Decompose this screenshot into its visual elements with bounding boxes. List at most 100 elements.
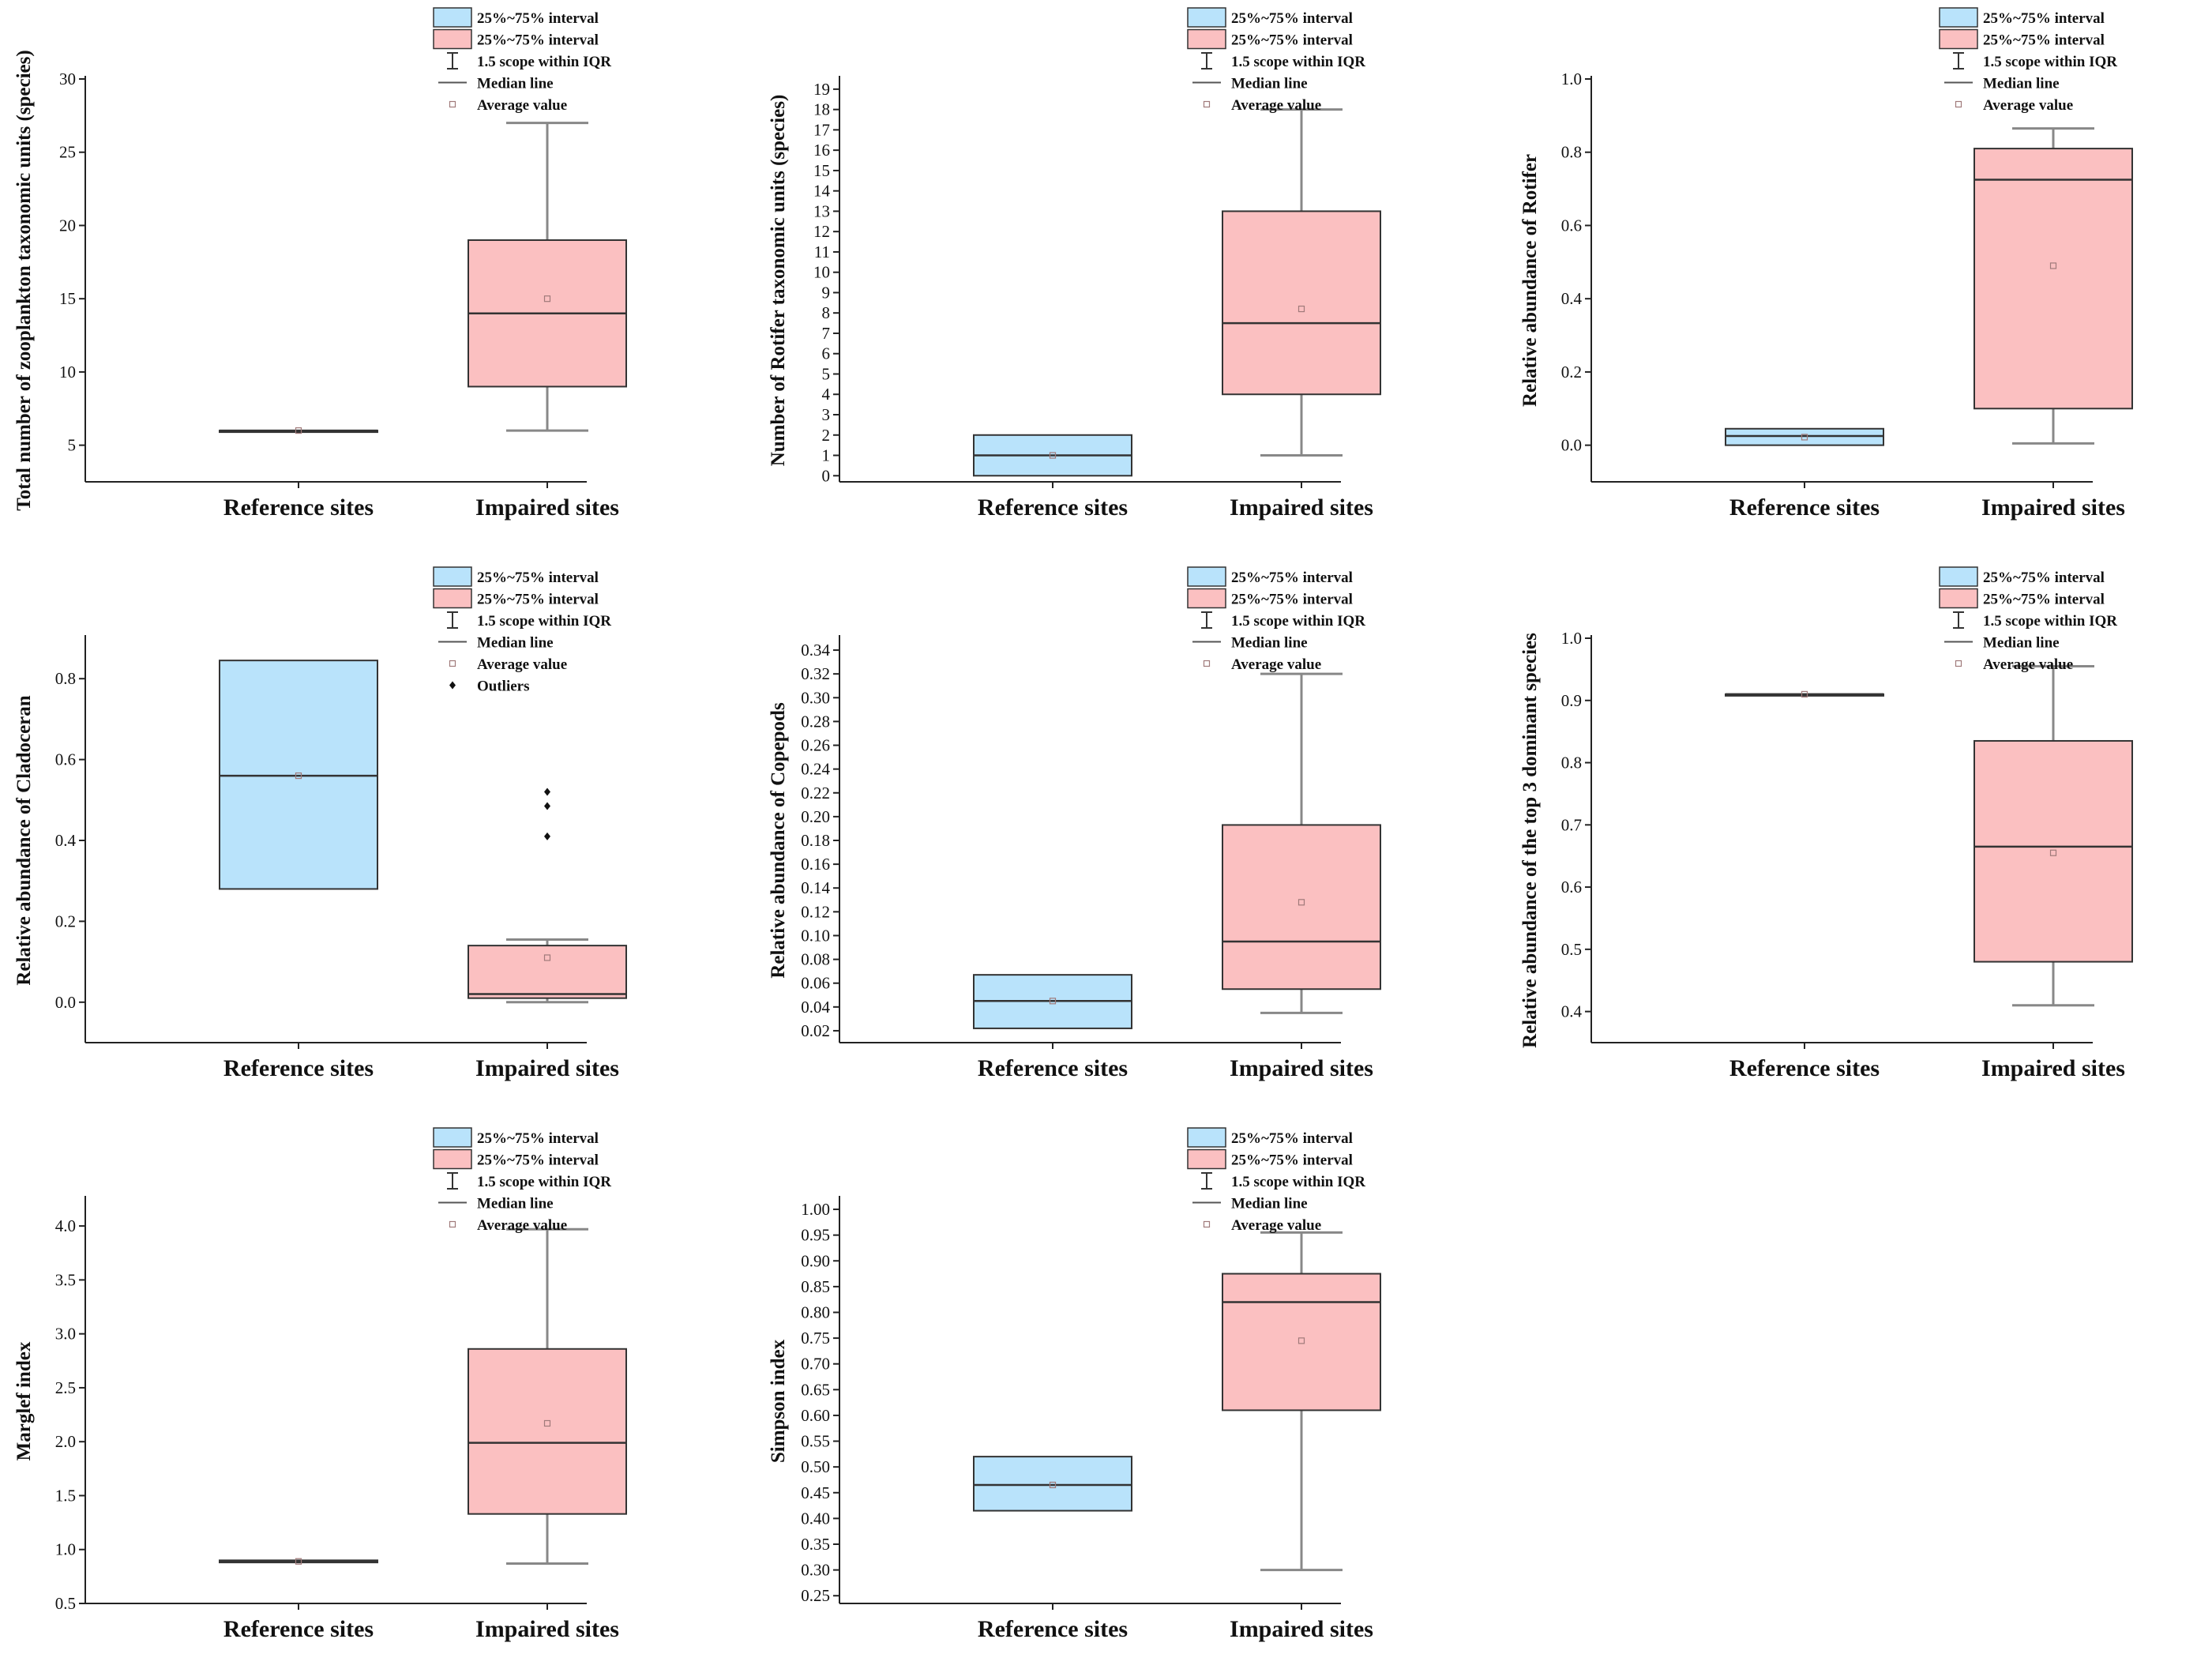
legend-whisker-icon: [1201, 1172, 1212, 1190]
y-tick-label: 9: [822, 283, 831, 302]
y-tick-label: 0.34: [801, 641, 830, 660]
y-tick-label: 0.4: [1561, 1002, 1583, 1021]
y-tick-label: 16: [813, 141, 830, 160]
legend: 25%~75% interval 25%~75% interval 1.5 scop…: [1939, 7, 2117, 114]
legend-whisker-icon: [447, 1172, 458, 1190]
legend-mean-icon: [1203, 660, 1211, 667]
y-tick-label: 15: [813, 161, 830, 180]
y-tick-label: 0.28: [801, 712, 830, 731]
legend-label: 25%~75% interval: [1983, 10, 2105, 27]
y-tick-label: 4.0: [55, 1216, 76, 1235]
y-tick-label: 5: [68, 436, 77, 455]
y-tick-label: 1: [822, 446, 831, 465]
y-tick-label: 0.25: [801, 1586, 830, 1605]
outlier-point: [544, 802, 550, 810]
y-tick-label: 1.0: [1561, 629, 1582, 648]
legend-label: Median line: [1231, 76, 1308, 92]
legend-label: Average value: [1231, 1217, 1321, 1234]
legend-label: 1.5 scope within IQR: [1231, 613, 1365, 630]
y-tick-label: 3.5: [55, 1270, 76, 1289]
y-tick-label: 12: [813, 222, 830, 241]
y-tick-label: 0.24: [801, 760, 830, 779]
mean-marker: [543, 295, 551, 303]
category-label: Reference sites: [223, 494, 374, 521]
y-tick-label: 0.6: [1561, 878, 1582, 897]
y-tick-label: 20: [59, 216, 76, 235]
y-tick-label: 0.6: [55, 750, 76, 769]
chart-panel-1: 5 10 15 20 25 30 Total number of zooplankton t…: [13, 7, 627, 521]
legend-swatch: [1939, 588, 1978, 609]
mean-marker: [2049, 849, 2057, 856]
y-tick-label: 0.7: [1561, 815, 1582, 834]
category-label: Impaired sites: [475, 494, 619, 521]
legend-label: 25%~75% interval: [477, 10, 599, 27]
category-label: Impaired sites: [475, 1616, 619, 1642]
legend-swatch: [1187, 7, 1226, 28]
mean-marker: [1049, 998, 1057, 1005]
legend-swatch: [1187, 28, 1226, 50]
legend-label: 25%~75% interval: [477, 570, 599, 586]
y-axis-label: Marglef index: [13, 1341, 35, 1460]
legend-mean-icon: [449, 1220, 456, 1228]
legend-label: Average value: [1231, 97, 1321, 114]
category-label: Reference sites: [1729, 494, 1880, 521]
y-tick-label: 0.02: [801, 1021, 830, 1040]
y-tick-label: 0.4: [1561, 289, 1583, 308]
y-axis-label: Relative abundance of Rotifer: [1519, 154, 1541, 407]
legend-label: Average value: [477, 656, 567, 673]
legend-label: Average value: [477, 97, 567, 114]
y-tick-label: 0.30: [801, 688, 830, 707]
y-tick-label: 0.85: [801, 1277, 830, 1296]
category-label: Impaired sites: [1230, 1616, 1373, 1642]
legend-label: 25%~75% interval: [1983, 592, 2105, 608]
legend: 25%~75% interval 25%~75% interval 1.5 scop…: [433, 566, 611, 695]
y-tick-label: 3: [822, 405, 831, 424]
legend-swatch: [1939, 566, 1978, 587]
y-tick-label: 0.75: [801, 1329, 830, 1348]
y-tick-label: 5: [822, 364, 831, 383]
legend-label: 25%~75% interval: [1231, 10, 1353, 27]
legend-whisker-icon: [447, 611, 458, 629]
y-tick-label: 0.70: [801, 1355, 830, 1374]
y-tick-label: 11: [814, 242, 830, 261]
legend-label: 25%~75% interval: [1983, 570, 2105, 586]
legend-mean-icon: [1955, 100, 1962, 108]
category-label: Reference sites: [223, 1616, 374, 1642]
y-tick-label: 0.04: [801, 998, 830, 1017]
legend-label: Average value: [1983, 97, 2073, 114]
category-label: Reference sites: [223, 1055, 374, 1081]
y-tick-label: 0.08: [801, 950, 830, 969]
y-tick-label: 3.0: [55, 1325, 76, 1344]
y-axis-label: Simpson index: [768, 1339, 789, 1463]
impaired-box: [1222, 824, 1381, 991]
y-tick-label: 0.8: [55, 669, 76, 688]
y-tick-label: 0.18: [801, 831, 830, 850]
y-tick-label: 0.26: [801, 736, 830, 755]
y-tick-label: 0.6: [1561, 216, 1582, 235]
outlier-point: [544, 832, 550, 840]
legend-swatch: [433, 566, 472, 587]
chart-panel-4: 0.0 0.2 0.4 0.6 0.8 Relative abundance of Cla…: [13, 566, 627, 1081]
y-tick-label: 0.12: [801, 902, 830, 921]
legend-swatch: [1187, 566, 1226, 587]
legend-whisker-icon: [1201, 611, 1212, 629]
legend-label: 25%~75% interval: [1231, 570, 1353, 586]
y-tick-label: 0.30: [801, 1561, 830, 1580]
y-tick-label: 2.0: [55, 1432, 76, 1451]
legend-label: 25%~75% interval: [477, 32, 599, 49]
mean-marker: [543, 1419, 551, 1427]
y-tick-label: 0.22: [801, 784, 830, 803]
category-label: Impaired sites: [1981, 494, 2125, 521]
legend-label: 25%~75% interval: [477, 592, 599, 608]
impaired-box: [1974, 739, 2133, 963]
y-tick-label: 0.06: [801, 974, 830, 993]
impaired-box: [1222, 210, 1381, 396]
legend-outlier-icon: [449, 681, 456, 690]
chart-panel-7: 0.5 1.0 1.5 2.0 2.5 3.0 3.5 4.0 Marglef index Ref…: [13, 1127, 627, 1642]
category-label: Impaired sites: [1230, 1055, 1373, 1081]
category-label: Reference sites: [978, 1616, 1128, 1642]
y-tick-label: 15: [59, 289, 76, 308]
y-tick-label: 14: [813, 182, 831, 201]
y-tick-label: 0.5: [1561, 940, 1582, 959]
y-tick-label: 1.0: [55, 1540, 76, 1559]
